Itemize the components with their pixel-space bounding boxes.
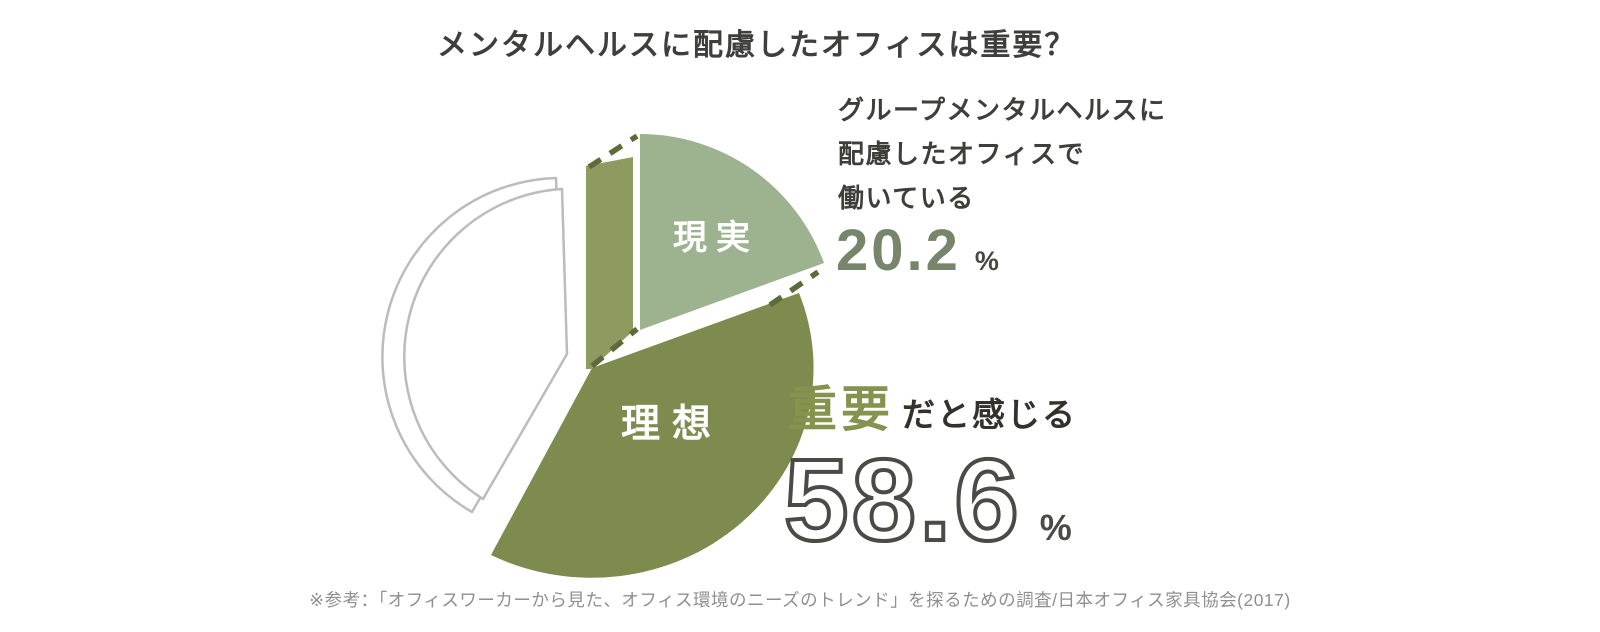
reality-annotation: グループメンタルヘルスに 配慮したオフィスで 働いている bbox=[838, 88, 1166, 220]
ideal-phrase-row: 重要 だと感じる bbox=[788, 386, 1077, 435]
dashed-guide-right bbox=[768, 269, 820, 308]
ideal-slice bbox=[491, 293, 814, 578]
reality-percent-sign: % bbox=[974, 246, 999, 276]
ideal-percent-sign: % bbox=[1039, 507, 1072, 548]
dashed-guide-top bbox=[587, 133, 639, 170]
reality-annotation-line1: グループメンタルヘルスに bbox=[838, 95, 1167, 125]
pie-chart: 現実 理想 bbox=[381, 133, 824, 578]
footnote: ※参考：「オフィスワーカーから見た、オフィス環境のニーズのトレンド」を探るための… bbox=[309, 590, 1291, 610]
ideal-value-row: 58.6% bbox=[782, 440, 1072, 560]
reality-value: 20.2 bbox=[836, 218, 961, 283]
reality-slice-label: 現実 bbox=[673, 219, 759, 257]
dashed-guide-center bbox=[590, 326, 639, 369]
reality-annotation-line2: 配慮したオフィスで bbox=[838, 139, 1085, 169]
reality-slice bbox=[640, 134, 824, 330]
remainder-slice-outline-inner bbox=[403, 187, 569, 501]
pie-side-face bbox=[586, 157, 633, 369]
ideal-value: 58.6 bbox=[782, 435, 1022, 565]
ideal-phrase-highlight: 重要 bbox=[788, 383, 895, 437]
page-title: メンタルヘルスに配慮したオフィスは重要？ bbox=[437, 29, 1077, 62]
ideal-slice-label: 理想 bbox=[621, 403, 723, 446]
ideal-phrase-rest: だと感じる bbox=[902, 396, 1078, 433]
reality-annotation-line3: 働いている bbox=[838, 183, 975, 213]
reality-value-row: 20.2% bbox=[836, 222, 999, 280]
